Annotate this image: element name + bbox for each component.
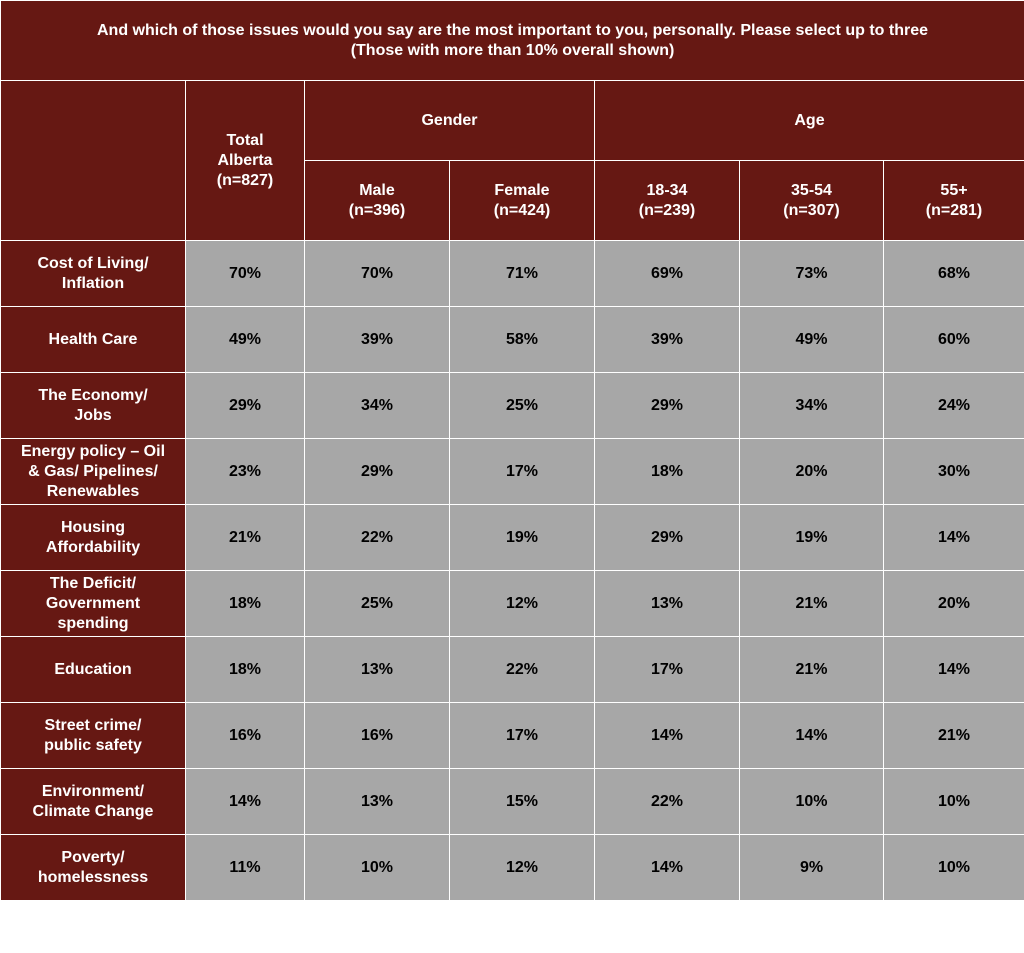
table-row: The Deficit/Government spending 18% 25% 12% 1… [0, 570, 1024, 637]
value-cell: 14% [883, 504, 1024, 571]
table-row: Health Care 49% 39% 58% 39% 49% 60% [0, 306, 1024, 373]
table-row: Street crime/public safety 16% 16% 17% 14% 14… [0, 702, 1024, 769]
value-cell: 19% [739, 504, 884, 571]
female-header: Female (n=424) [449, 160, 595, 241]
value-cell: 19% [449, 504, 595, 571]
row-label: Housing Affordability [0, 504, 186, 571]
value-cell: 10% [883, 768, 1024, 835]
value-cell: 73% [739, 240, 884, 307]
value-cell: 9% [739, 834, 884, 901]
row-label: Environment/Climate Change [0, 768, 186, 835]
value-cell: 11% [185, 834, 305, 901]
value-cell: 18% [185, 570, 305, 637]
value-cell: 29% [304, 438, 450, 505]
value-cell: 18% [594, 438, 740, 505]
table-row: Cost of Living/Inflation 70% 70% 71% 69% 73% 6… [0, 240, 1024, 307]
value-cell: 21% [883, 702, 1024, 769]
value-cell: 20% [883, 570, 1024, 637]
results-table: And which of those issues would you say … [0, 0, 1024, 901]
value-cell: 24% [883, 372, 1024, 439]
value-cell: 22% [304, 504, 450, 571]
row-label: The Economy/Jobs [0, 372, 186, 439]
value-cell: 34% [739, 372, 884, 439]
value-cell: 69% [594, 240, 740, 307]
row-label: Street crime/public safety [0, 702, 186, 769]
value-cell: 58% [449, 306, 595, 373]
value-cell: 21% [185, 504, 305, 571]
value-cell: 34% [304, 372, 450, 439]
value-cell: 39% [304, 306, 450, 373]
age-18-34-header: 18-34 (n=239) [594, 160, 740, 241]
value-cell: 17% [594, 636, 740, 703]
value-cell: 16% [185, 702, 305, 769]
total-header: Total Alberta (n=827) [185, 80, 305, 241]
value-cell: 12% [449, 834, 595, 901]
value-cell: 21% [739, 636, 884, 703]
row-label: Education [0, 636, 186, 703]
table-row: Poverty/homelessness 11% 10% 12% 14% 9% 10% [0, 834, 1024, 901]
table-row: Housing Affordability 21% 22% 19% 29% 19% 14% [0, 504, 1024, 571]
row-label: Health Care [0, 306, 186, 373]
value-cell: 68% [883, 240, 1024, 307]
value-cell: 15% [449, 768, 595, 835]
title-line-2: (Those with more than 10% overall shown) [350, 41, 675, 59]
value-cell: 23% [185, 438, 305, 505]
row-label: Poverty/homelessness [0, 834, 186, 901]
value-cell: 14% [594, 834, 740, 901]
value-cell: 39% [594, 306, 740, 373]
value-cell: 49% [739, 306, 884, 373]
value-cell: 30% [883, 438, 1024, 505]
table-row: Energy policy – Oil & Gas/ Pipelines/Rene… [0, 438, 1024, 505]
value-cell: 14% [185, 768, 305, 835]
value-cell: 20% [739, 438, 884, 505]
row-label: Energy policy – Oil & Gas/ Pipelines/Rene… [0, 438, 186, 505]
value-cell: 71% [449, 240, 595, 307]
value-cell: 25% [304, 570, 450, 637]
value-cell: 14% [883, 636, 1024, 703]
value-cell: 17% [449, 438, 595, 505]
age-55-plus-header: 55+ (n=281) [883, 160, 1024, 241]
value-cell: 14% [739, 702, 884, 769]
value-cell: 70% [304, 240, 450, 307]
value-cell: 10% [739, 768, 884, 835]
value-cell: 13% [594, 570, 740, 637]
value-cell: 10% [304, 834, 450, 901]
value-cell: 16% [304, 702, 450, 769]
row-label: Cost of Living/Inflation [0, 240, 186, 307]
table-title: And which of those issues would you say … [0, 0, 1024, 81]
table-row: Environment/Climate Change 14% 13% 15% 22% 10… [0, 768, 1024, 835]
value-cell: 22% [449, 636, 595, 703]
value-cell: 17% [449, 702, 595, 769]
value-cell: 13% [304, 636, 450, 703]
value-cell: 70% [185, 240, 305, 307]
value-cell: 25% [449, 372, 595, 439]
table-body: Cost of Living/Inflation 70% 70% 71% 69% 73% 6… [0, 240, 1024, 901]
table-row: The Economy/Jobs 29% 34% 25% 29% 34% 24% [0, 372, 1024, 439]
value-cell: 10% [883, 834, 1024, 901]
table-row: Education 18% 13% 22% 17% 21% 14% [0, 636, 1024, 703]
gender-group-header: Gender [304, 80, 595, 161]
age-35-54-header: 35-54 (n=307) [739, 160, 884, 241]
value-cell: 49% [185, 306, 305, 373]
value-cell: 29% [594, 372, 740, 439]
value-cell: 21% [739, 570, 884, 637]
value-cell: 22% [594, 768, 740, 835]
value-cell: 18% [185, 636, 305, 703]
age-group-header: Age [594, 80, 1024, 161]
male-header: Male (n=396) [304, 160, 450, 241]
value-cell: 60% [883, 306, 1024, 373]
value-cell: 12% [449, 570, 595, 637]
value-cell: 14% [594, 702, 740, 769]
title-line-1: And which of those issues would you say … [97, 21, 928, 39]
value-cell: 29% [185, 372, 305, 439]
row-label-header [0, 80, 186, 241]
value-cell: 13% [304, 768, 450, 835]
value-cell: 29% [594, 504, 740, 571]
row-label: The Deficit/Government spending [0, 570, 186, 637]
